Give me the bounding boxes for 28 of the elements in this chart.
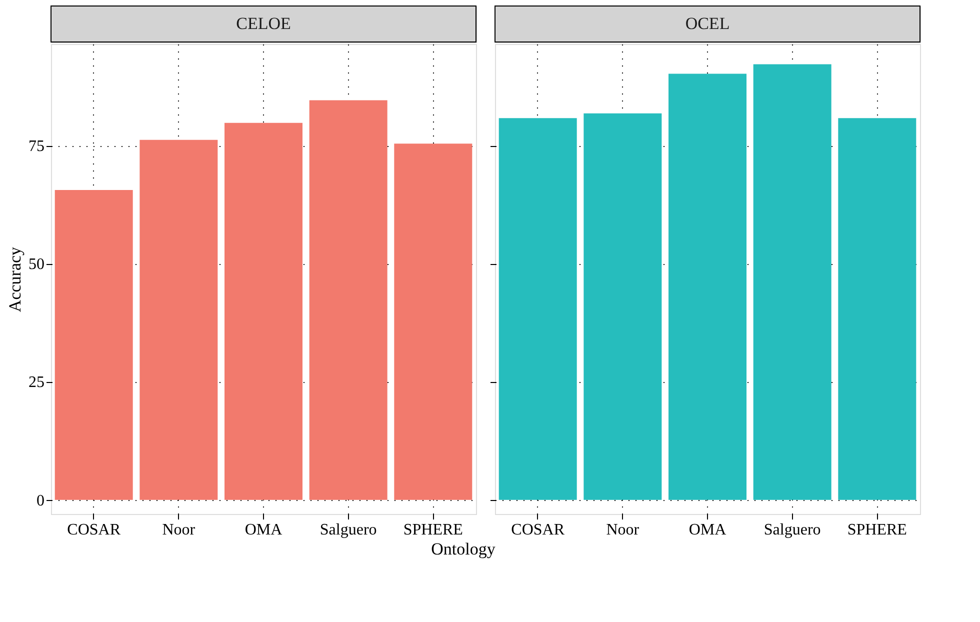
y-tick-label: 25 <box>28 374 44 392</box>
bar <box>140 140 218 500</box>
x-axis-title: Ontology <box>431 540 496 558</box>
x-tick-label: COSAR <box>511 522 565 538</box>
bar <box>54 190 133 500</box>
x-tick-label: Noor <box>162 522 196 538</box>
y-axis-title: Accuracy <box>6 246 24 312</box>
bar <box>838 118 916 500</box>
x-tick-label: COSAR <box>67 522 121 538</box>
chart-title: CELOE <box>236 14 291 33</box>
y-tick-label: 75 <box>28 138 44 156</box>
y-tick-label: 0 <box>36 492 44 510</box>
x-tick-label: Salguero <box>320 522 377 538</box>
bar <box>498 118 577 500</box>
x-tick-label: OMA <box>688 522 727 538</box>
x-tick-label: OMA <box>244 522 283 538</box>
bar <box>668 74 746 500</box>
x-tick-label: Salguero <box>764 522 821 538</box>
x-tick-label: SPHERE <box>847 522 907 538</box>
bar <box>584 113 662 500</box>
bar <box>753 64 832 500</box>
x-tick-label: Noor <box>606 522 640 538</box>
x-tick-label: SPHERE <box>403 522 463 538</box>
chart-title: OCEL <box>685 14 730 33</box>
bar <box>394 144 472 500</box>
bar <box>309 100 388 500</box>
bar <box>224 122 302 500</box>
y-tick-label: 50 <box>28 256 44 274</box>
